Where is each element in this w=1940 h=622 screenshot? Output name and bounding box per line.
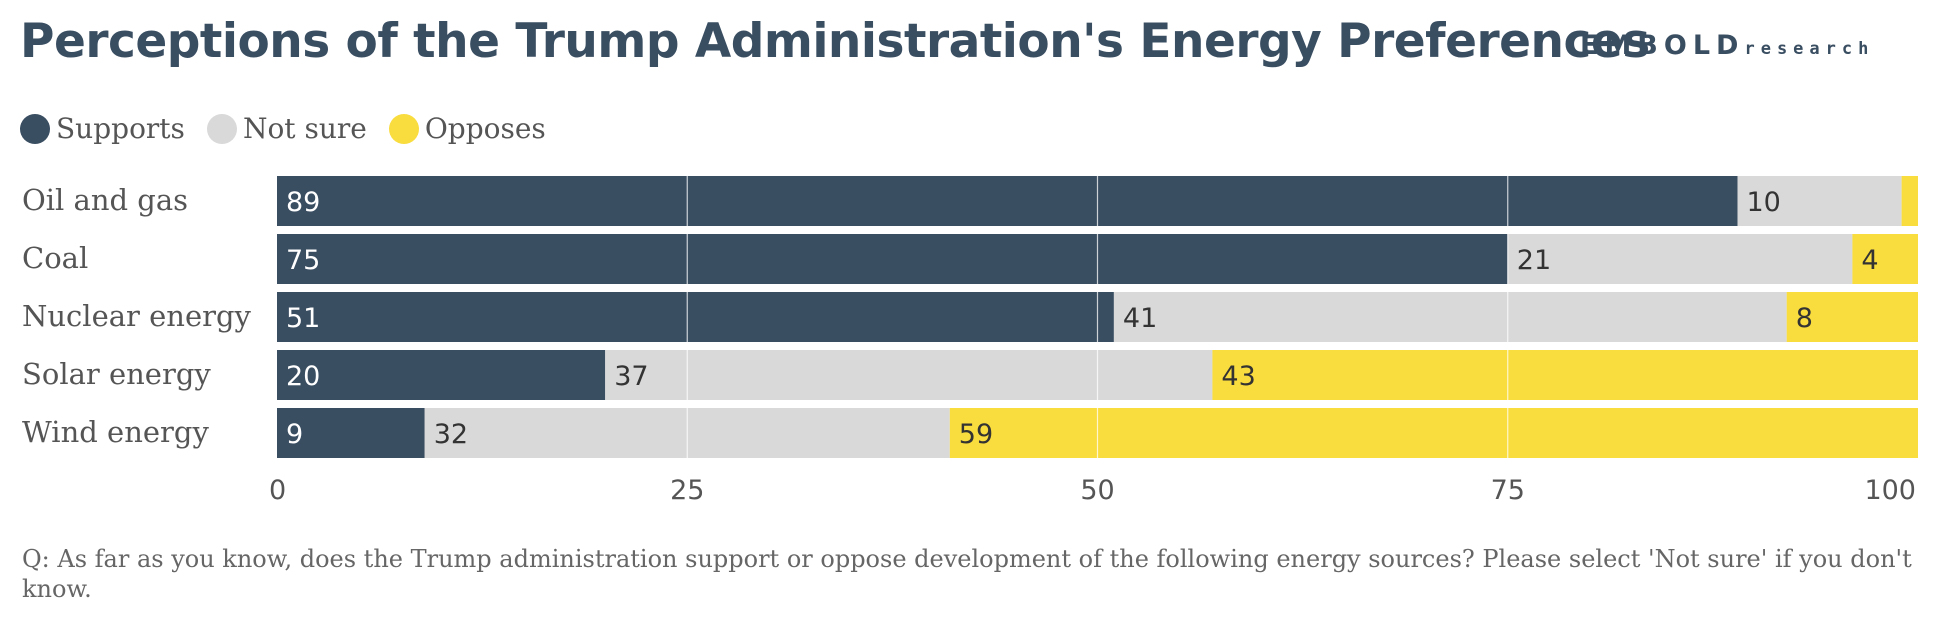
- chart-title: Perceptions of the Trump Administration'…: [20, 14, 1650, 69]
- x-tick-label-75: 75: [1491, 475, 1525, 506]
- bar-supports-solar-energy: [277, 350, 606, 400]
- legend-item-supports: Supports: [20, 112, 185, 145]
- category-label-solar-energy: Solar energy: [22, 357, 211, 391]
- category-label-wind-energy: Wind energy: [22, 415, 209, 449]
- brand-logo: EMBOLDresearch: [1580, 30, 1874, 61]
- bar-opposes-nuclear-energy: [1786, 292, 1918, 342]
- data-label-opposes-nuclear-energy: 8: [1796, 303, 1813, 334]
- question-footnote: Q: As far as you know, does the Trump ad…: [22, 545, 1912, 603]
- data-label-supports-oil-and-gas: 89: [286, 187, 320, 218]
- legend-item-not-sure: Not sure: [206, 112, 367, 145]
- category-label-oil-and-gas: Oil and gas: [22, 183, 189, 217]
- bar-opposes-oil-and-gas: [1901, 176, 1918, 226]
- brand-primary: EMBOLD: [1580, 30, 1745, 61]
- bar-supports-wind-energy: [277, 408, 425, 458]
- data-label-not-sure-nuclear-energy: 41: [1123, 303, 1157, 334]
- data-label-not-sure-solar-energy: 37: [614, 361, 648, 392]
- data-label-supports-nuclear-energy: 51: [286, 303, 320, 334]
- bar-not-sure-oil-and-gas: [1737, 176, 1902, 226]
- legend: Supports Not sure Opposes: [20, 112, 568, 145]
- legend-swatch-supports: [20, 113, 50, 144]
- legend-label-opposes: Opposes: [424, 112, 546, 145]
- legend-swatch-opposes: [388, 113, 419, 144]
- bar-not-sure-solar-energy: [605, 350, 1213, 400]
- bar-not-sure-coal: [1507, 234, 1853, 284]
- bar-opposes-wind-energy: [949, 408, 1918, 458]
- data-label-opposes-solar-energy: 43: [1221, 361, 1255, 392]
- data-label-opposes-coal: 4: [1861, 245, 1878, 276]
- legend-item-opposes: Opposes: [388, 112, 546, 145]
- bar-supports-nuclear-energy: [277, 292, 1114, 342]
- x-tick-label-100: 100: [1864, 475, 1916, 506]
- bar-opposes-coal: [1852, 234, 1918, 284]
- data-label-supports-coal: 75: [286, 245, 320, 276]
- category-label-nuclear-energy: Nuclear energy: [22, 299, 251, 333]
- legend-swatch-not-sure: [206, 113, 237, 144]
- stacked-bar-chart: 89 10 75 21 4 51 41 8 20 37 43 9 32 59 0 25 50 75 100: [269, 176, 1918, 506]
- category-label-coal: Coal: [22, 241, 89, 275]
- legend-label-not-sure: Not sure: [242, 112, 367, 145]
- data-label-not-sure-oil-and-gas: 10: [1747, 187, 1781, 218]
- data-label-not-sure-wind-energy: 32: [434, 419, 468, 450]
- data-label-supports-solar-energy: 20: [286, 361, 320, 392]
- x-tick-label-25: 25: [670, 475, 704, 506]
- data-label-not-sure-coal: 21: [1517, 245, 1551, 276]
- bar-supports-coal: [277, 234, 1508, 284]
- x-tick-label-0: 0: [269, 475, 286, 506]
- brand-secondary: research: [1744, 39, 1875, 59]
- legend-label-supports: Supports: [56, 112, 185, 145]
- data-label-opposes-wind-energy: 59: [959, 419, 993, 450]
- bar-not-sure-nuclear-energy: [1113, 292, 1787, 342]
- bar-supports-oil-and-gas: [277, 176, 1738, 226]
- bar-opposes-solar-energy: [1212, 350, 1918, 400]
- x-tick-label-50: 50: [1080, 475, 1114, 506]
- data-label-supports-wind-energy: 9: [286, 419, 303, 450]
